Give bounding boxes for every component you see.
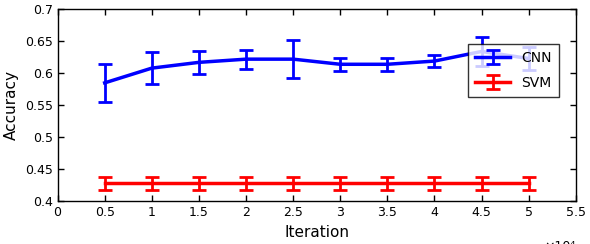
X-axis label: Iteration: Iteration xyxy=(284,225,349,240)
Text: ×10⁴: ×10⁴ xyxy=(545,240,576,244)
Legend: CNN, SVM: CNN, SVM xyxy=(468,44,559,97)
Y-axis label: Accuracy: Accuracy xyxy=(4,70,19,140)
